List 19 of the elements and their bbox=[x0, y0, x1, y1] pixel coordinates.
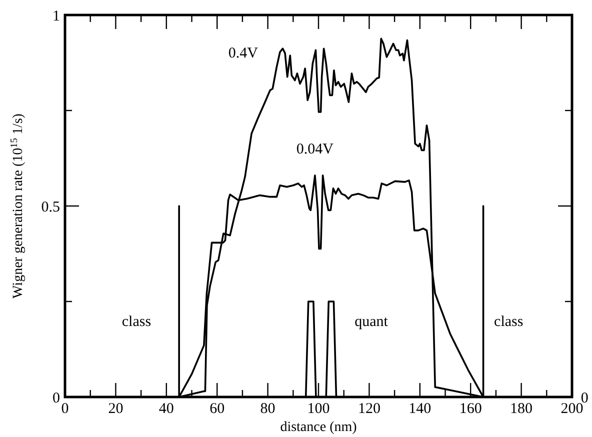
y-tick-label: 1 bbox=[52, 8, 60, 24]
x-tick-label: 60 bbox=[210, 401, 225, 417]
x-tick-label: 80 bbox=[260, 401, 276, 417]
x-tick-label: 100 bbox=[307, 401, 330, 417]
y-tick-label: 0 bbox=[52, 390, 60, 406]
y-tick-label: 0.5 bbox=[41, 199, 60, 216]
annotation: class bbox=[494, 314, 524, 330]
x-tick-label: 160 bbox=[459, 401, 482, 417]
x-tick-label: 120 bbox=[358, 401, 380, 417]
x-tick-label: 20 bbox=[108, 401, 124, 417]
legend-label: 0.4V bbox=[228, 45, 258, 62]
series-label: 0.04V bbox=[296, 141, 334, 158]
x-tick-label: 140 bbox=[408, 401, 432, 417]
x-axis-title: distance (nm) bbox=[280, 420, 358, 435]
x-tick-label: 180 bbox=[510, 401, 533, 417]
x-tick-label: 40 bbox=[158, 401, 174, 417]
annotation: quant bbox=[354, 314, 389, 330]
annotation: class bbox=[122, 314, 152, 330]
x-tick-label: 200 bbox=[560, 401, 584, 417]
